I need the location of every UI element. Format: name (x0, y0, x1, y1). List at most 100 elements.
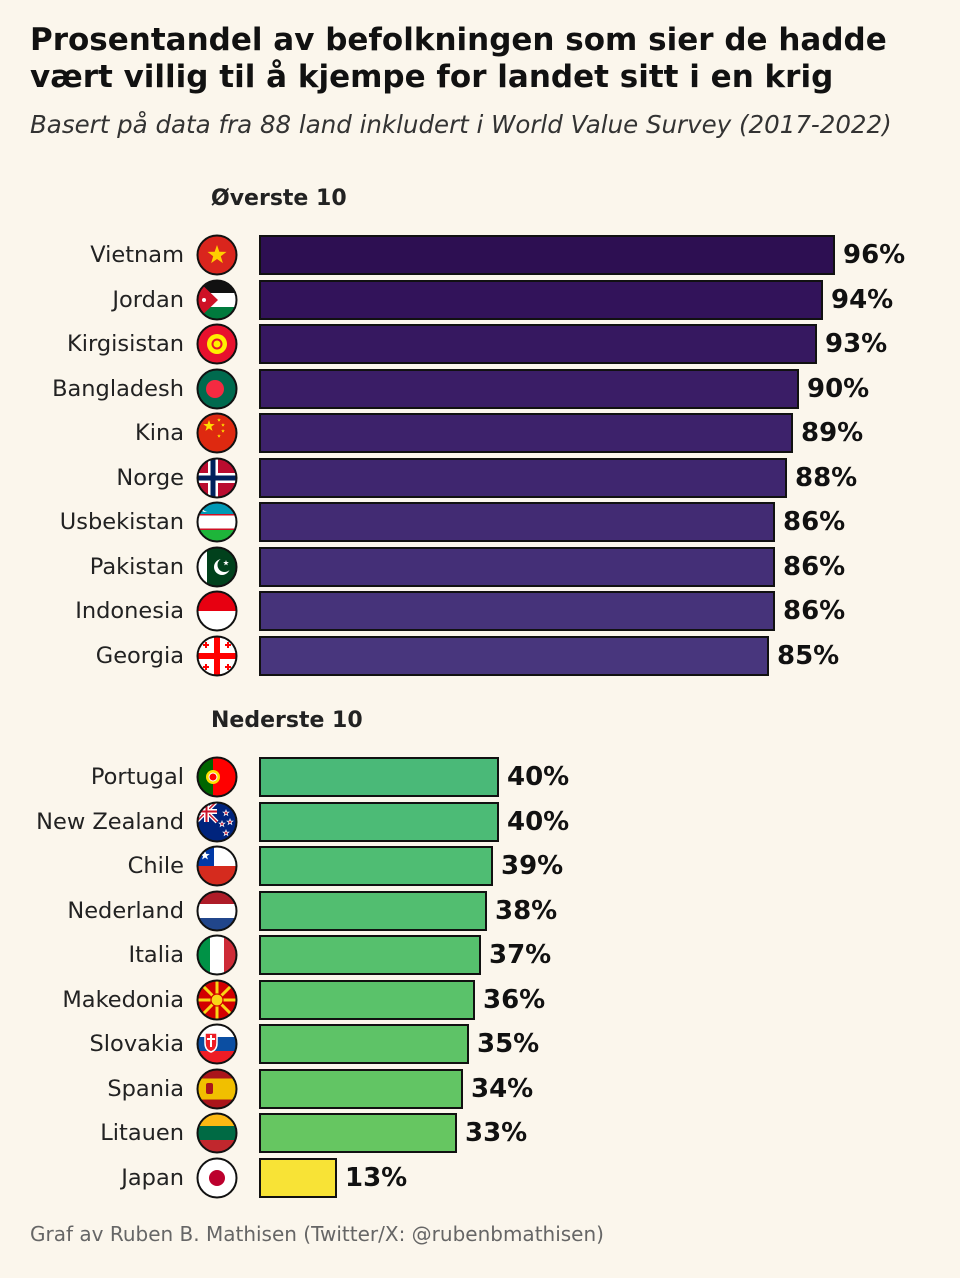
country-label: Vietnam (90, 242, 184, 268)
country-label: Jordan (112, 286, 184, 313)
chile-flag-icon (196, 845, 238, 887)
bar (259, 635, 769, 676)
bar (259, 1157, 337, 1198)
bar (259, 324, 817, 364)
lithuania-flag-icon (196, 1112, 238, 1154)
country-label: Makedonia (62, 986, 184, 1013)
country-label: Japan (121, 1164, 184, 1191)
bar (259, 546, 775, 587)
bar (259, 457, 787, 498)
bar-row: Norge 88% (0, 456, 960, 500)
value-label: 37% (489, 940, 552, 970)
country-label: Indonesia (75, 598, 184, 624)
bar-row: Kina 89% (0, 411, 960, 455)
country-label: Nederland (67, 897, 184, 924)
country-label: Usbekistan (59, 509, 184, 535)
jordan-flag-icon (196, 279, 238, 320)
value-label: 33% (465, 1118, 528, 1148)
bar (259, 502, 775, 542)
chart-title: Prosentandel av befolkningen som sier de… (30, 22, 887, 95)
country-label: Spania (107, 1075, 184, 1102)
portugal-flag-icon (196, 756, 238, 798)
bar (259, 979, 475, 1020)
bar-row: Pakistan 86% (0, 545, 960, 589)
indonesia-flag-icon (196, 590, 238, 632)
pakistan-flag-icon (196, 546, 238, 587)
country-label: Bangladesh (52, 375, 184, 402)
value-label: 94% (831, 284, 894, 315)
country-label: Kina (134, 420, 184, 446)
japan-flag-icon (196, 1157, 238, 1198)
country-label: Slovakia (89, 1031, 184, 1057)
bar-row: New Zealand 40% (0, 800, 960, 844)
bar-row: Italia 37% (0, 933, 960, 977)
bar (259, 846, 493, 886)
country-label: Portugal (90, 764, 184, 790)
value-label: 86% (783, 551, 846, 582)
uzbekistan-flag-icon (196, 501, 238, 543)
bar (259, 935, 481, 975)
bar (259, 757, 499, 797)
value-label: 90% (807, 373, 870, 404)
netherlands-flag-icon (196, 890, 238, 931)
value-label: 40% (507, 806, 570, 837)
bar-row: Kirgisistan 93% (0, 322, 960, 366)
bar-row: Slovakia 35% (0, 1022, 960, 1066)
bar-row: Nederland 38% (0, 889, 960, 933)
bar-row: Makedonia 36% (0, 978, 960, 1022)
value-label: 35% (477, 1029, 540, 1059)
bar-row: Chile 39% (0, 844, 960, 888)
country-label: Norge (116, 464, 184, 491)
top-10-heading: Øverste 10 (211, 186, 347, 211)
bar (259, 591, 775, 631)
bottom-10-heading: Nederste 10 (211, 708, 363, 733)
value-label: 89% (801, 418, 864, 448)
new-zealand-flag-icon (196, 801, 238, 842)
country-label: New Zealand (36, 808, 184, 835)
bar-row: Portugal 40% (0, 755, 960, 799)
value-label: 96% (843, 240, 906, 270)
bar (259, 1024, 469, 1064)
macedonia-flag-icon (196, 979, 238, 1020)
bar (259, 890, 487, 931)
value-label: 39% (501, 851, 564, 881)
value-label: 86% (783, 507, 846, 537)
bar-row: Bangladesh 90% (0, 367, 960, 411)
bar (259, 1068, 463, 1109)
country-label: Georgia (95, 642, 184, 669)
value-label: 88% (795, 462, 858, 493)
value-label: 93% (825, 329, 888, 359)
country-label: Pakistan (89, 553, 184, 580)
bar (259, 413, 793, 453)
credit-footer: Graf av Ruben B. Mathisen (Twitter/X: @r… (30, 1222, 604, 1246)
country-label: Italia (128, 942, 184, 968)
value-label: 36% (483, 984, 546, 1015)
country-label: Kirgisistan (67, 331, 184, 357)
bar (259, 1113, 457, 1153)
value-label: 86% (783, 596, 846, 626)
bar-row: Usbekistan 86% (0, 500, 960, 544)
value-label: 38% (495, 895, 558, 926)
italy-flag-icon (196, 934, 238, 976)
bar-row: Vietnam 96% (0, 233, 960, 277)
value-label: 85% (777, 640, 840, 671)
vietnam-flag-icon (196, 234, 238, 276)
bar (259, 279, 823, 320)
spain-flag-icon (196, 1068, 238, 1109)
china-flag-icon (196, 412, 238, 454)
slovakia-flag-icon (196, 1023, 238, 1065)
bar-row: Spania 34% (0, 1067, 960, 1111)
georgia-flag-icon (196, 635, 238, 676)
chart-subtitle: Basert på data fra 88 land inkludert i W… (30, 110, 892, 139)
bar-row: Jordan 94% (0, 278, 960, 322)
country-label: Chile (127, 853, 184, 879)
value-label: 40% (507, 762, 570, 792)
bar-row: Japan 13% (0, 1156, 960, 1200)
country-label: Litauen (100, 1120, 184, 1146)
bar (259, 368, 799, 409)
value-label: 13% (345, 1162, 408, 1193)
bar (259, 235, 835, 275)
bar (259, 801, 499, 842)
norway-flag-icon (196, 457, 238, 498)
kyrgyzstan-flag-icon (196, 323, 238, 365)
